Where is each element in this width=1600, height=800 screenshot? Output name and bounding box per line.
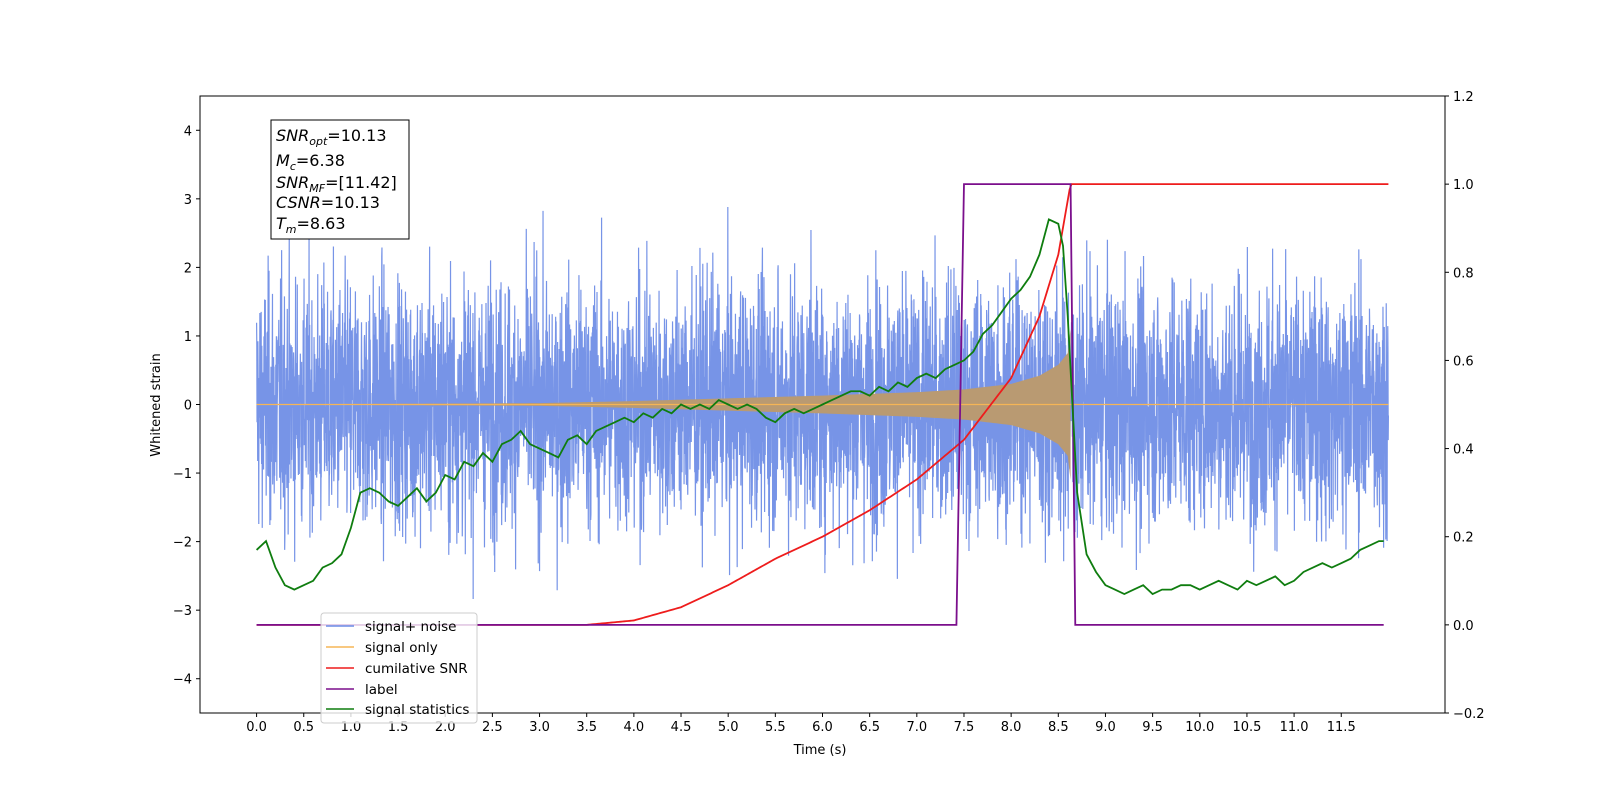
x-tick-label: 1.5 [388,720,409,735]
y2-tick-label: 0.4 [1453,443,1474,458]
y-tick-label: 0 [184,399,192,414]
x-axis-label: Time (s) [793,743,847,758]
x-tick-label: 10.0 [1185,720,1214,735]
x-tick-label: 6.0 [812,720,833,735]
x-tick-label: 2.0 [435,720,456,735]
y2-tick-label: 0.8 [1453,266,1474,281]
stat-csnr: 10.13 [334,193,380,212]
legend-label-signal-noise: signal+ noise [365,619,456,635]
x-tick-label: 0.5 [293,720,314,735]
y-tick-label: −4 [173,673,192,688]
svg-text:Tm=8.63: Tm=8.63 [276,214,346,236]
x-tick-label: 7.5 [954,720,975,735]
x-tick-label: 9.0 [1095,720,1116,735]
y-tick-label: 2 [184,261,192,276]
svg-text:CSNR=10.13: CSNR=10.13 [276,193,380,212]
stat-mc: 6.38 [309,151,345,170]
stat-tm: 8.63 [310,214,346,233]
y2-tick-label: 0.6 [1453,354,1474,369]
x-tick-label: 2.5 [482,720,503,735]
y2-tick-label: 1.2 [1453,90,1474,105]
y-axis-label: Whitened strain [149,353,164,456]
x-tick-label: 6.5 [859,720,880,735]
y-tick-label: −1 [173,467,192,482]
y2-tick-label: 1.0 [1453,178,1474,193]
stat-snr-opt: 10.13 [341,126,387,145]
x-tick-label: 3.5 [576,720,597,735]
x-tick-label: 3.0 [529,720,550,735]
y2-tick-label: 0.2 [1453,531,1474,546]
y-tick-label: 3 [184,193,192,208]
y2-tick-label: −0.2 [1453,707,1485,722]
series-signal-noise [255,207,1390,600]
svg-text:Mc=6.38: Mc=6.38 [276,151,345,173]
x-tick-label: 0.0 [246,720,267,735]
legend-label-label: label [365,682,398,698]
x-tick-label: 8.5 [1048,720,1069,735]
series-signal-statistics [255,218,1384,596]
series-label [256,183,1384,626]
x-tick-label: 5.5 [765,720,786,735]
x-tick-label: 4.5 [671,720,692,735]
legend-label-cumulative-snr: cumilative SNR [365,661,468,677]
x-tick-label: 4.0 [624,720,645,735]
svg-text:SNRopt=10.13: SNRopt=10.13 [276,126,387,148]
x-tick-label: 7.0 [906,720,927,735]
legend-label-signal-statistics: signal statistics [365,702,469,718]
y-tick-label: −3 [173,604,192,619]
y-tick-label: 4 [184,124,192,139]
x-tick-label: 11.0 [1280,720,1309,735]
y-tick-label: 1 [184,330,192,345]
x-tick-label: 8.0 [1001,720,1022,735]
x-tick-label: 1.0 [341,720,362,735]
stat-snr-mf: [11.42] [338,173,396,192]
legend-label-signal-only: signal only [365,640,438,656]
y-tick-label: −2 [173,536,192,551]
stats-box: SNRopt=10.13 Mc=6.38 SNRMF=[11.42] CSNR=… [270,119,410,240]
x-tick-label: 5.0 [718,720,739,735]
y2-tick-label: 0.0 [1453,619,1474,634]
x-tick-label: 11.5 [1327,720,1356,735]
legend: signal+ noise signal only cumilative SNR… [320,612,478,724]
x-tick-label: 9.5 [1142,720,1163,735]
svg-text:SNRMF=[11.42]: SNRMF=[11.42] [276,173,397,195]
x-tick-label: 10.5 [1232,720,1261,735]
